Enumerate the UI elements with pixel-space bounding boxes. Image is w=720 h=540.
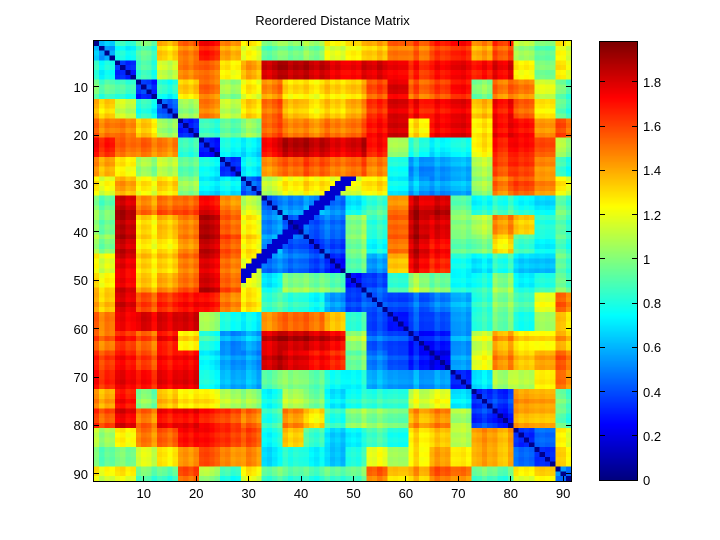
x-tick-label: 90: [555, 486, 571, 501]
colorbar-tick-label: 0.2: [643, 428, 662, 444]
colorbar-tick-mark: [600, 214, 605, 216]
x-tick-mark: [457, 41, 459, 46]
x-tick-label: 50: [346, 486, 361, 501]
y-tick-label: 20: [73, 128, 88, 144]
x-tick-label: 10: [136, 486, 152, 501]
x-tick-mark: [457, 476, 459, 481]
y-tick-label: 10: [73, 79, 88, 95]
x-tick-mark: [248, 476, 250, 481]
y-tick-label: 30: [73, 176, 88, 192]
y-tick-mark: [94, 376, 99, 378]
colorbar-tick-mark: [632, 346, 637, 348]
colorbar-tick-mark: [600, 125, 605, 127]
colorbar-tick-label: 1.2: [643, 207, 662, 223]
y-tick-mark: [94, 231, 99, 233]
y-tick-label: 40: [73, 224, 88, 240]
x-tick-label: 20: [188, 486, 204, 501]
y-tick-label: 80: [73, 418, 88, 434]
y-tick-mark: [566, 376, 571, 378]
y-tick-mark: [566, 231, 571, 233]
x-tick-mark: [143, 476, 145, 481]
colorbar-tick-label: 1: [643, 251, 651, 267]
x-tick-label: 60: [398, 486, 414, 501]
x-tick-mark: [510, 41, 512, 46]
x-tick-mark: [562, 476, 564, 481]
x-tick-label: 80: [503, 486, 518, 501]
x-tick-mark: [352, 476, 354, 481]
y-tick-label: 90: [73, 466, 88, 482]
x-tick-mark: [248, 41, 250, 46]
colorbar-tick-label: 1.4: [643, 163, 662, 179]
y-tick-mark: [94, 473, 99, 475]
colorbar-tick-mark: [632, 435, 637, 437]
y-tick-mark: [94, 86, 99, 88]
x-tick-label: 70: [451, 486, 466, 501]
y-tick-mark: [94, 134, 99, 136]
y-tick-label: 70: [73, 370, 88, 386]
x-tick-mark: [510, 476, 512, 481]
y-tick-mark: [94, 183, 99, 185]
x-tick-label: 40: [293, 486, 309, 501]
heatmap-plot-area: [93, 40, 572, 482]
colorbar-tick-mark: [600, 435, 605, 437]
colorbar-tick-label: 0.6: [643, 340, 662, 356]
colorbar-tick-mark: [600, 391, 605, 392]
y-tick-mark: [566, 279, 571, 281]
y-tick-mark: [566, 328, 571, 330]
y-tick-mark: [566, 134, 571, 136]
y-tick-mark: [94, 279, 99, 281]
x-tick-mark: [562, 41, 564, 46]
y-tick-mark: [94, 328, 99, 330]
colorbar-tick-mark: [632, 125, 637, 127]
colorbar-tick-mark: [600, 479, 605, 481]
y-tick-label: 60: [73, 321, 88, 337]
colorbar: [599, 41, 638, 481]
x-tick-mark: [405, 476, 407, 481]
colorbar-tick-label: 1.6: [643, 119, 662, 135]
colorbar-tick-mark: [632, 391, 637, 392]
y-tick-mark: [566, 424, 571, 426]
x-tick-label: 30: [241, 486, 256, 501]
colorbar-gradient-canvas: [600, 42, 637, 480]
heatmap-canvas: [94, 41, 571, 481]
colorbar-tick-mark: [600, 258, 605, 260]
y-tick-mark: [566, 183, 571, 185]
colorbar-tick-label: 0.8: [643, 296, 662, 312]
colorbar-tick-mark: [632, 214, 637, 216]
colorbar-tick-mark: [632, 81, 637, 83]
x-tick-mark: [405, 41, 407, 46]
x-tick-mark: [300, 41, 302, 46]
colorbar-tick-mark: [600, 346, 605, 348]
x-tick-mark: [195, 476, 197, 481]
x-tick-mark: [352, 41, 354, 46]
colorbar-tick-mark: [600, 302, 605, 304]
x-tick-mark: [300, 476, 302, 481]
colorbar-tick-mark: [632, 258, 637, 260]
x-tick-mark: [143, 41, 145, 46]
colorbar-tick-mark: [600, 169, 605, 171]
colorbar-tick-label: 0.4: [643, 384, 662, 400]
colorbar-tick-label: 0: [643, 473, 651, 488]
colorbar-tick-mark: [632, 169, 637, 171]
chart-title: Reordered Distance Matrix: [255, 13, 410, 28]
y-tick-label: 50: [73, 273, 88, 289]
colorbar-tick-mark: [632, 302, 637, 304]
y-tick-mark: [566, 473, 571, 475]
x-tick-mark: [195, 41, 197, 46]
colorbar-tick-mark: [632, 479, 637, 481]
y-tick-mark: [566, 86, 571, 88]
y-tick-mark: [94, 424, 99, 426]
colorbar-tick-mark: [600, 81, 605, 83]
colorbar-tick-label: 1.8: [643, 74, 662, 90]
